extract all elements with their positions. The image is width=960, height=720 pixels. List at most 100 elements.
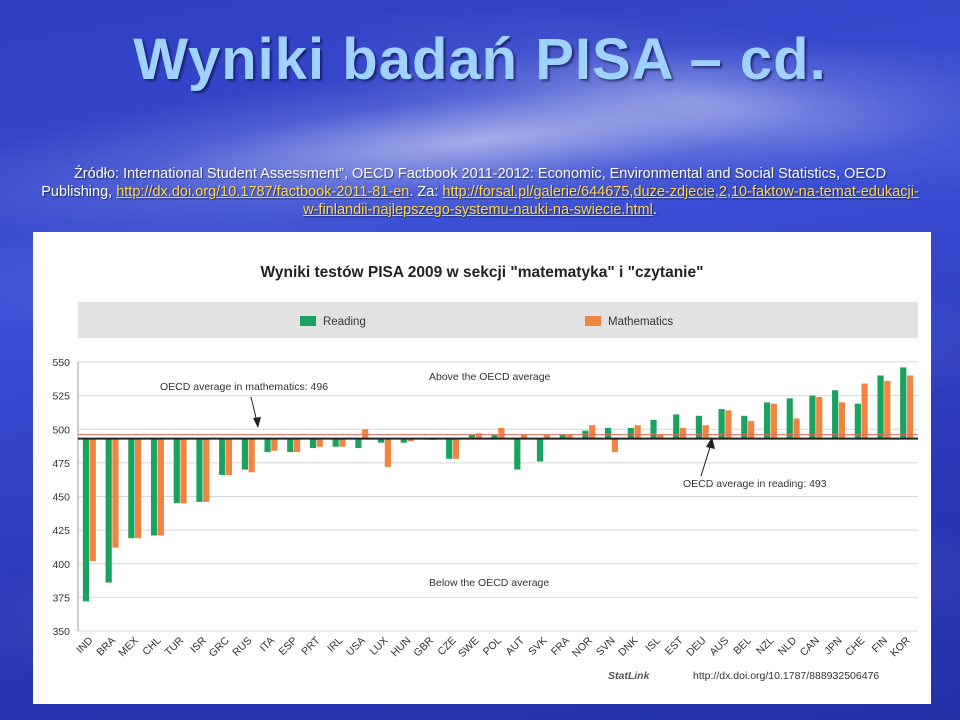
bar-reading-isl: [650, 419, 657, 439]
x-tick-label: ITA: [258, 635, 277, 654]
source-citation: Źródło: International Student Assessment…: [40, 165, 920, 219]
x-tick-label: KOR: [888, 634, 913, 659]
x-tick-label: RUS: [230, 635, 254, 659]
x-tick-label: IND: [74, 634, 96, 656]
legend-swatch-reading: [300, 316, 316, 326]
bar-mathematics-est: [679, 427, 687, 439]
y-tick-label: 550: [52, 357, 70, 369]
y-tick-label: 500: [52, 424, 70, 436]
bar-mathematics-che: [861, 383, 868, 439]
bar-reading-svn: [605, 427, 612, 439]
bar-reading-mex: [128, 438, 135, 539]
statlink-label: StatLink: [608, 670, 651, 682]
bar-mathematics-isl: [657, 434, 664, 439]
bar-mathematics-can: [816, 396, 823, 439]
source-text: . Za:: [409, 184, 443, 200]
bar-mathematics-cze: [452, 438, 460, 459]
x-tick-label: FRA: [549, 635, 572, 658]
bar-reading-nzl: [763, 402, 771, 439]
bar-mathematics-dnk: [634, 425, 641, 439]
bar-mathematics-svk: [543, 434, 550, 439]
statlink-url[interactable]: http://dx.doi.org/10.1787/888932506476: [693, 670, 879, 682]
legend-box: [78, 302, 918, 338]
y-tick-label: 450: [52, 492, 70, 504]
bar-reading-irl: [332, 438, 339, 447]
bar-reading-chl: [150, 438, 158, 536]
bar-mathematics-chl: [157, 438, 164, 536]
legend-label-reading: Reading: [323, 316, 366, 328]
bar-reading-rus: [241, 438, 248, 470]
bar-reading-swe: [468, 434, 475, 439]
x-tick-label: LUX: [368, 635, 391, 658]
y-tick-label: 425: [52, 525, 70, 537]
chart-title: Wyniki testów PISA 2009 w sekcji "matema…: [261, 264, 704, 281]
x-tick-label: ESP: [276, 635, 299, 658]
bar-mathematics-pol: [498, 427, 505, 439]
x-tick-label: HUN: [389, 635, 414, 660]
bar-reading-prt: [309, 438, 317, 449]
bar-mathematics-lux: [384, 438, 391, 467]
bar-reading-bra: [105, 438, 112, 583]
bar-mathematics-aut: [521, 434, 528, 439]
bar-mathematics-ita: [271, 438, 278, 451]
bar-reading-deu: [695, 415, 703, 439]
x-tick-label: EST: [663, 634, 686, 657]
bar-reading-fra: [559, 434, 566, 439]
bar-mathematics-deu: [702, 425, 709, 439]
x-tick-label: CZE: [435, 635, 458, 658]
bar-mathematics-jpn: [838, 402, 846, 439]
x-tick-label: BEL: [731, 635, 754, 658]
x-tick-label: SVK: [526, 635, 549, 658]
bar-reading-grc: [219, 438, 226, 475]
bar-reading-cze: [446, 438, 453, 459]
x-tick-label: IRL: [325, 635, 345, 655]
bar-mathematics-mex: [135, 438, 142, 539]
forsal-link[interactable]: http://forsal.pl/galerie/644675,duze-zdj…: [303, 184, 919, 218]
y-tick-label: 400: [52, 559, 70, 571]
x-tick-label: FIN: [870, 635, 890, 655]
x-tick-label: ISR: [188, 634, 209, 655]
bar-mathematics-bra: [112, 438, 119, 548]
x-tick-label: CAN: [798, 635, 822, 659]
x-tick-label: GBR: [411, 634, 436, 659]
bar-reading-kor: [900, 367, 907, 439]
bar-reading-aus: [718, 409, 725, 439]
x-tick-label: BRA: [94, 635, 118, 659]
bar-reading-hun: [400, 438, 407, 443]
annotation-below-average: Below the OECD average: [429, 577, 549, 589]
y-tick-label: 375: [52, 592, 70, 604]
bar-reading-est: [673, 414, 680, 439]
bar-mathematics-grc: [225, 438, 233, 475]
bar-reading-pol: [491, 434, 498, 439]
bar-reading-ita: [264, 438, 271, 453]
x-tick-label: DNK: [616, 635, 640, 659]
bar-mathematics-kor: [906, 375, 914, 439]
legend-swatch-mathematics: [585, 316, 601, 326]
annotation-math-average: OECD average in mathematics: 496: [160, 381, 328, 393]
bar-mathematics-bel: [748, 421, 755, 439]
bar-reading-bel: [741, 415, 748, 439]
x-tick-label: AUT: [503, 634, 527, 658]
bar-reading-svk: [536, 438, 544, 462]
factbook-link[interactable]: http://dx.doi.org/10.1787/factbook-2011-…: [116, 184, 410, 200]
x-tick-label: NZL: [754, 635, 777, 658]
y-tick-label: 525: [52, 391, 70, 403]
x-tick-label: MEX: [116, 635, 141, 660]
bar-mathematics-isr: [203, 438, 210, 502]
bar-reading-isr: [196, 438, 203, 502]
bar-reading-fin: [877, 375, 884, 439]
slide-title: Wyniki badań PISA – cd.: [133, 27, 827, 92]
y-tick-label: 350: [52, 626, 70, 638]
bar-reading-aut: [514, 438, 521, 470]
x-tick-label: SWE: [456, 635, 481, 660]
x-tick-label: ISL: [643, 635, 663, 655]
bar-mathematics-hun: [407, 438, 414, 442]
bar-reading-che: [854, 403, 861, 439]
x-tick-label: CHL: [140, 635, 163, 658]
bar-mathematics-prt: [316, 438, 323, 447]
bar-mathematics-rus: [248, 438, 255, 473]
bar-reading-lux: [377, 438, 385, 443]
bar-reading-tur: [173, 438, 180, 504]
x-tick-label: CHE: [843, 635, 867, 659]
chart-figure: Wyniki testów PISA 2009 w sekcji "matema…: [33, 232, 931, 704]
